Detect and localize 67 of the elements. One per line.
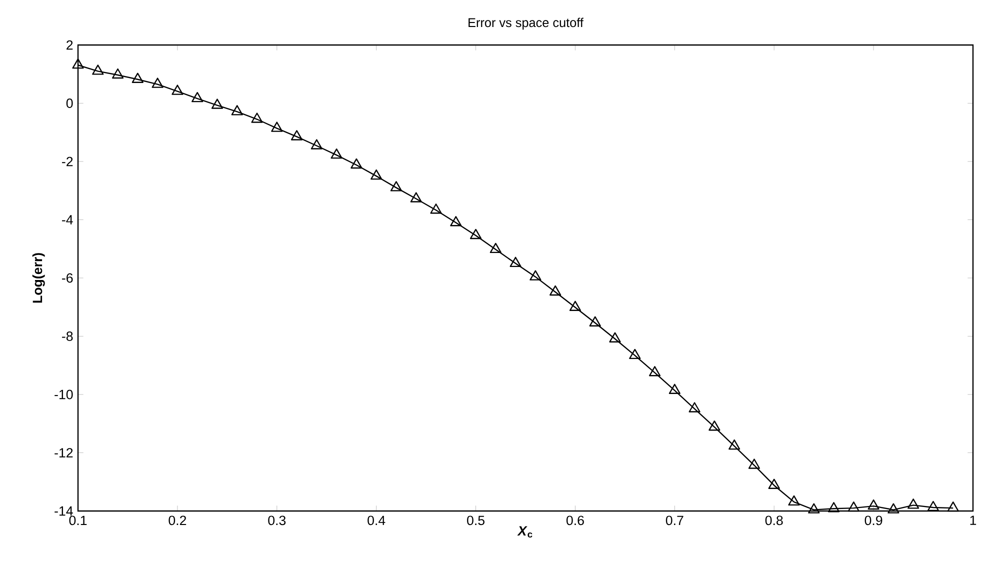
- point: [947, 501, 959, 512]
- y-tick-label: -14: [54, 506, 73, 516]
- x-tick-label: 0.2: [168, 516, 186, 526]
- point: [152, 78, 164, 88]
- point: [132, 72, 144, 83]
- x-tick-label: 0.3: [268, 516, 286, 526]
- point: [470, 228, 482, 240]
- point: [569, 300, 582, 312]
- x-tick-label: 0.7: [666, 516, 684, 526]
- y-tick-label: 2: [66, 40, 73, 50]
- point: [211, 98, 224, 109]
- point: [172, 84, 184, 95]
- point: [927, 500, 939, 512]
- point: [768, 478, 780, 489]
- point: [609, 332, 621, 342]
- point: [390, 181, 402, 192]
- point: [668, 384, 680, 394]
- y-tick-label: -2: [62, 156, 73, 166]
- point: [748, 458, 760, 469]
- y-tick-label: -10: [54, 390, 73, 400]
- point: [310, 139, 322, 150]
- point: [370, 169, 382, 180]
- x-tick-label: 0.4: [368, 516, 386, 526]
- point: [648, 366, 661, 376]
- point: [330, 148, 342, 159]
- point: [350, 158, 362, 169]
- point: [629, 348, 641, 360]
- point: [888, 503, 900, 514]
- point: [510, 256, 522, 268]
- point: [589, 316, 601, 326]
- point: [788, 495, 800, 506]
- y-tick-label: -8: [62, 332, 73, 341]
- x-tick-label: 0.5: [467, 516, 484, 526]
- point: [410, 192, 422, 202]
- point: [112, 68, 124, 79]
- x-tick-label: 0.1: [69, 516, 87, 526]
- y-axis-title: Log(err): [32, 253, 45, 303]
- point: [192, 92, 204, 102]
- y-tick-label: -6: [62, 273, 73, 283]
- point: [92, 64, 104, 75]
- point: [848, 501, 860, 512]
- point: [530, 270, 542, 280]
- point: [550, 285, 562, 296]
- y-tick-label: -12: [54, 448, 73, 458]
- point: [868, 499, 880, 510]
- point: [72, 58, 84, 69]
- point: [908, 498, 920, 509]
- x-tick-label: 0.9: [864, 516, 882, 526]
- point: [728, 439, 740, 450]
- point: [450, 216, 462, 226]
- point: [828, 502, 840, 512]
- y-tick-label: -4: [62, 215, 73, 224]
- point: [430, 204, 442, 214]
- x-tick-label: 0.6: [566, 516, 584, 526]
- point: [708, 420, 720, 431]
- x-axis-title: X$_{c}$: [517, 526, 532, 538]
- chart-title: Error vs space cutoff: [468, 18, 584, 30]
- point: [688, 402, 700, 412]
- point: [290, 130, 303, 140]
- point: [490, 242, 502, 254]
- x-tick-label: 1: [970, 516, 976, 525]
- point: [231, 105, 243, 116]
- point: [808, 503, 820, 514]
- point: [271, 122, 283, 132]
- x-tick-label: 0.8: [765, 516, 783, 526]
- point: [251, 112, 263, 123]
- y-tick-label: 0: [66, 98, 73, 108]
